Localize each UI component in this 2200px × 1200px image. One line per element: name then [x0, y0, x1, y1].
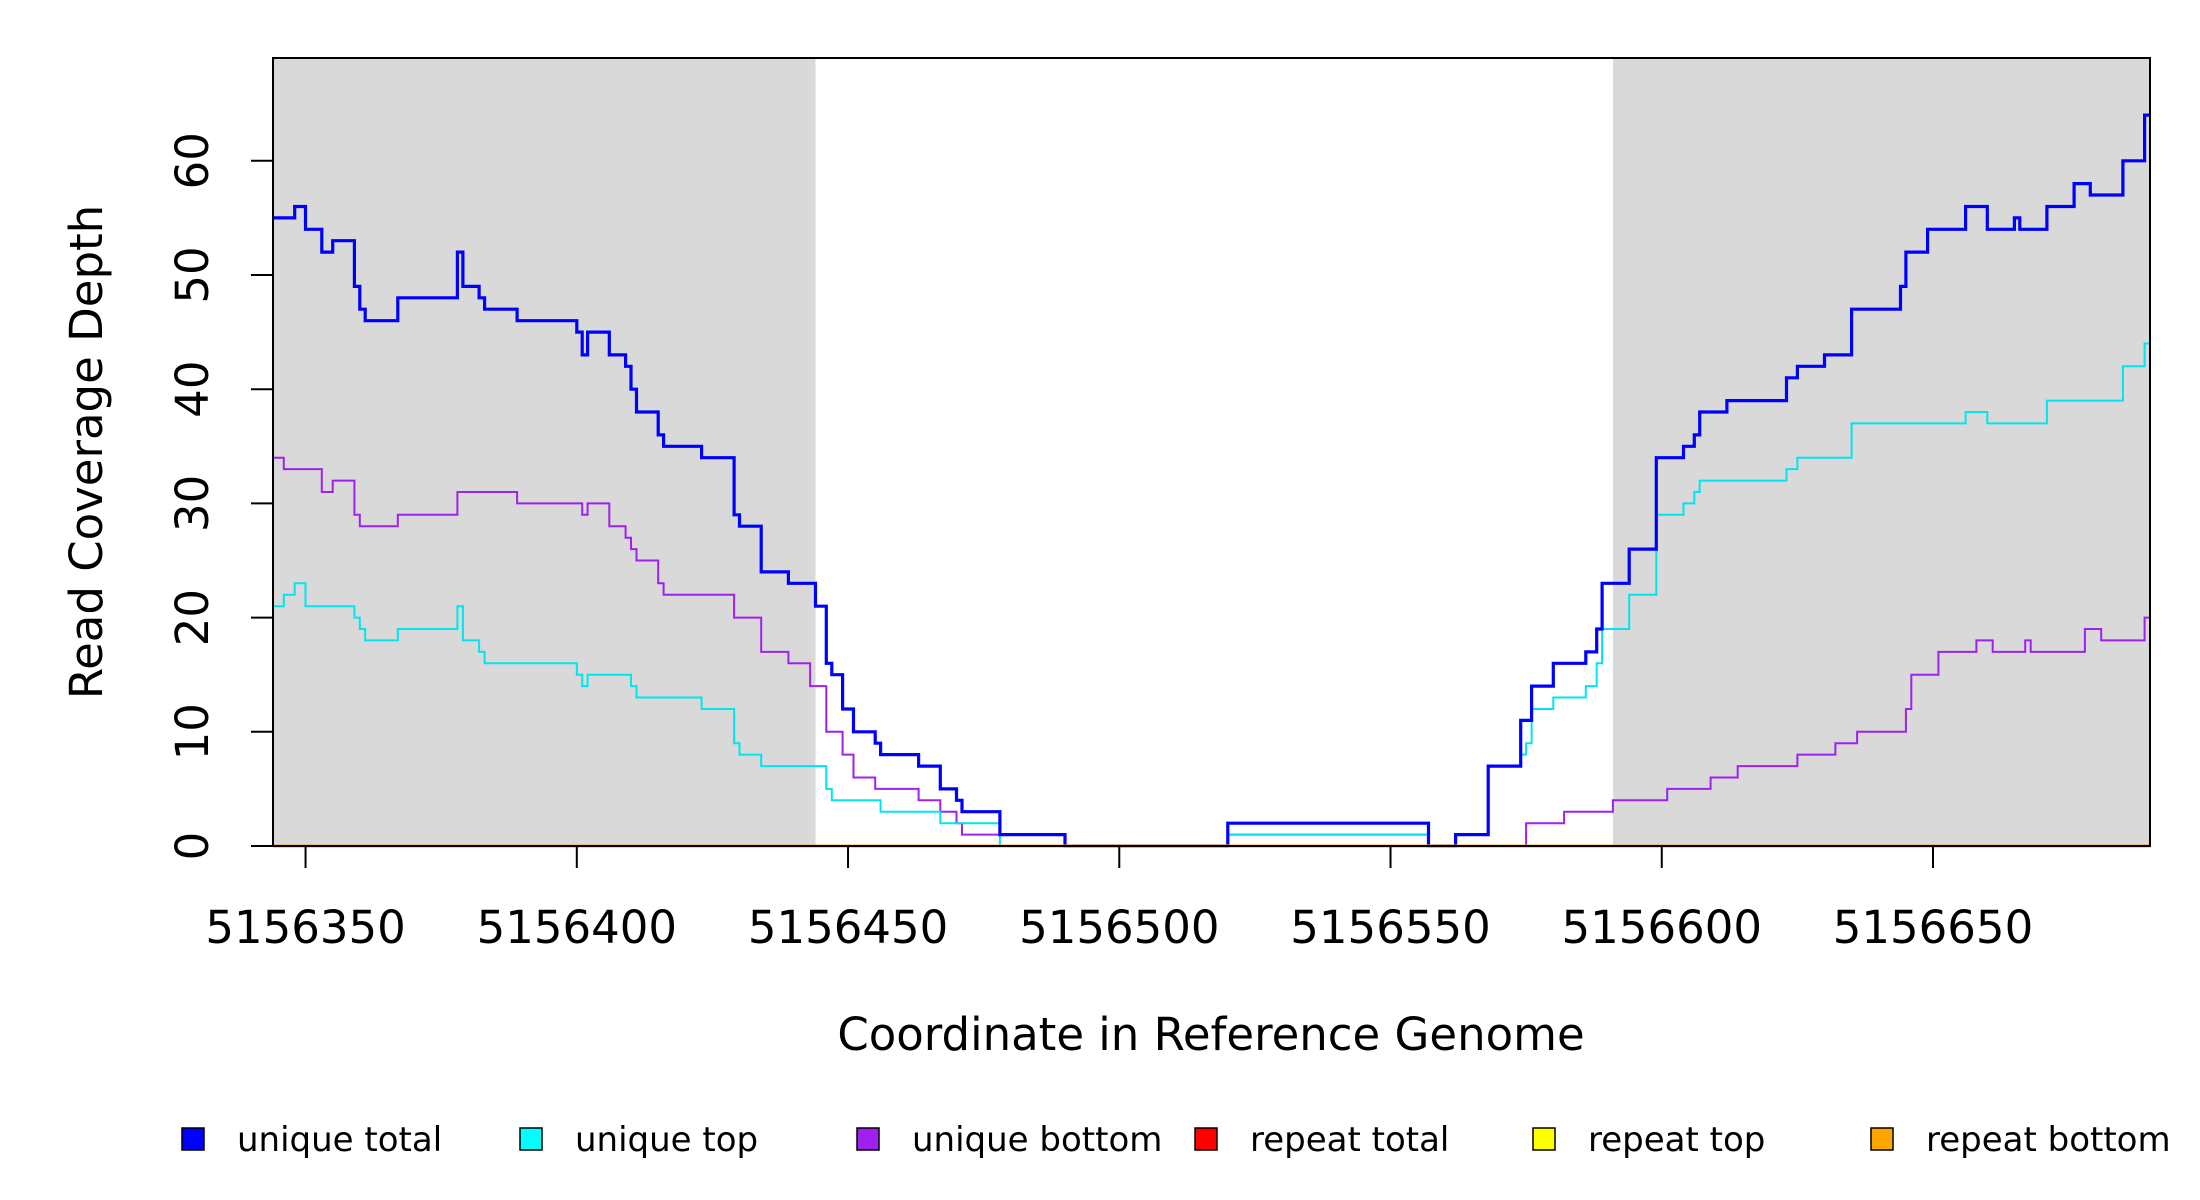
shaded-region-1 — [273, 58, 816, 846]
legend-swatch — [1532, 1127, 1556, 1151]
legend-label: repeat total — [1250, 1120, 1449, 1160]
legend-label: unique bottom — [912, 1120, 1162, 1160]
legend-item-unique-bottom: unique bottom — [856, 1120, 1162, 1160]
y-axis: 0 10 20 30 40 50 60 — [166, 132, 274, 861]
x-axis: 5156350 5156400 5156450 5156500 5156550 51566… — [205, 845, 2033, 954]
y-tick-label: 10 — [166, 703, 219, 760]
legend: unique total unique top unique bottom repea… — [181, 1120, 2171, 1160]
legend-swatch — [1194, 1127, 1218, 1151]
legend-item-unique-total: unique total — [181, 1120, 442, 1160]
legend-swatch — [181, 1127, 205, 1151]
x-tick-label: 5156600 — [1562, 901, 1762, 954]
shaded-region-2 — [1612, 58, 2150, 846]
y-tick-label: 60 — [166, 132, 219, 189]
legend-item-repeat-total: repeat total — [1194, 1120, 1449, 1160]
legend-label: repeat bottom — [1926, 1120, 2171, 1160]
legend-swatch — [1870, 1127, 1894, 1151]
legend-item-repeat-bottom: repeat bottom — [1870, 1120, 2171, 1160]
legend-swatch — [519, 1127, 543, 1151]
legend-label: unique top — [575, 1120, 758, 1160]
x-axis-title: Coordinate in Reference Genome — [837, 1008, 1584, 1061]
legend-label: unique total — [237, 1120, 442, 1160]
x-tick-label: 5156450 — [748, 901, 948, 954]
series-line-unique-bottom — [273, 456, 2150, 847]
y-tick-label: 50 — [166, 246, 219, 303]
series-line-unique-total — [273, 113, 2150, 848]
y-tick-label: 0 — [166, 832, 219, 861]
shaded-regions — [273, 58, 2150, 846]
x-tick-label: 5156650 — [1833, 901, 2033, 954]
x-tick-label: 5156500 — [1019, 901, 1219, 954]
legend-item-repeat-top: repeat top — [1532, 1120, 1765, 1160]
legend-item-unique-top: unique top — [519, 1120, 758, 1160]
legend-swatch — [856, 1127, 880, 1151]
x-tick-label: 5156550 — [1290, 901, 1490, 954]
y-tick-label: 30 — [166, 475, 219, 532]
x-tick-label: 5156350 — [205, 901, 405, 954]
legend-label: repeat top — [1588, 1120, 1765, 1160]
x-tick-label: 5156400 — [477, 901, 677, 954]
y-tick-label: 40 — [166, 361, 219, 418]
y-axis-title: Read Coverage Depth — [60, 205, 113, 699]
y-tick-label: 20 — [166, 589, 219, 646]
